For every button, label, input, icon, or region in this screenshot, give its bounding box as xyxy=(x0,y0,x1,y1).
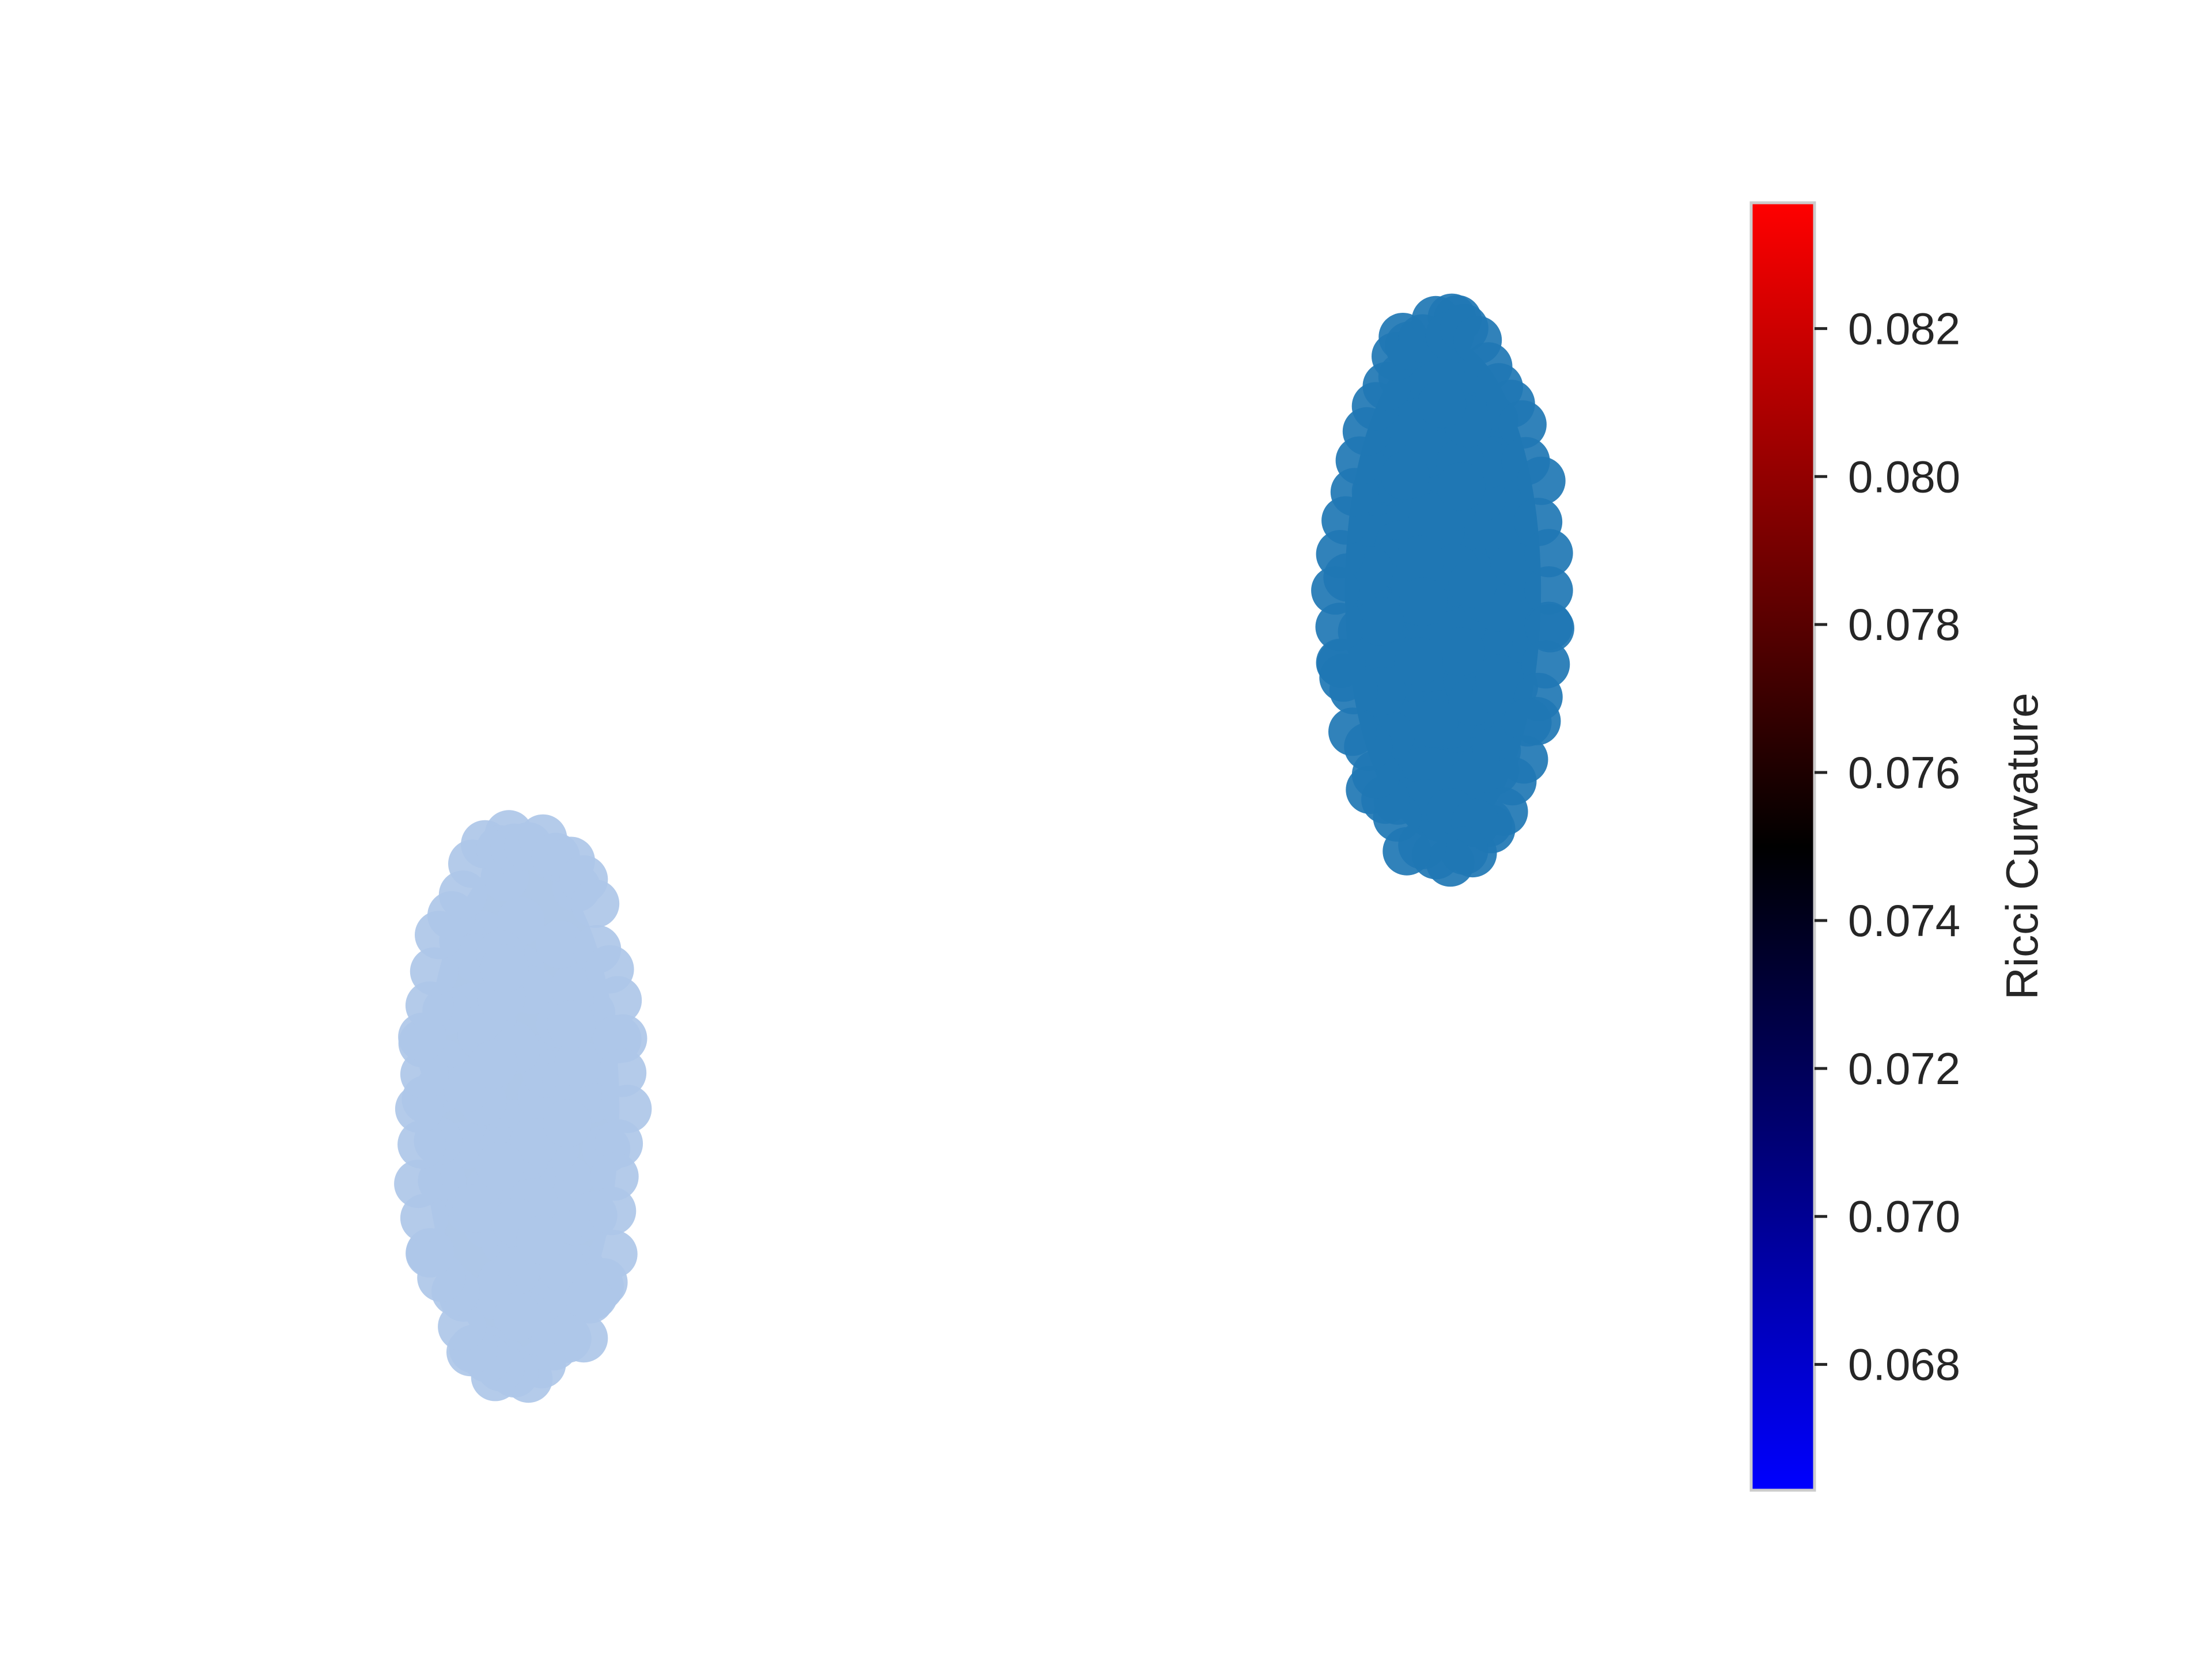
graph-node xyxy=(598,1048,647,1097)
graph-node xyxy=(1524,529,1573,578)
graph-node xyxy=(469,1040,518,1089)
graph-node xyxy=(566,1275,614,1324)
colorbar-gradient xyxy=(1749,201,1816,1492)
graph-node xyxy=(1328,707,1377,756)
graph-node xyxy=(1418,380,1467,429)
graph-node xyxy=(536,920,585,969)
graph-node xyxy=(1399,577,1448,626)
graph-node xyxy=(516,1215,565,1264)
graph-node xyxy=(554,1039,603,1088)
colorbar-tick-label: 0.076 xyxy=(1848,747,1960,798)
graph-node xyxy=(480,944,529,993)
graph-node xyxy=(1498,400,1547,449)
graph-node xyxy=(452,1184,501,1233)
colorbar-tick-label: 0.072 xyxy=(1848,1043,1960,1094)
graph-node xyxy=(1408,493,1457,541)
colorbar-tick-label: 0.080 xyxy=(1848,451,1960,502)
colorbar-ticks: 0.068 0.070 0.072 0.074 0.076 0.078 0.080 0.082 xyxy=(1815,303,1960,1390)
graph-node xyxy=(1526,604,1574,653)
graph-node xyxy=(1317,639,1366,688)
graph-node xyxy=(493,1293,542,1342)
graph-node xyxy=(1396,535,1444,584)
graph-node xyxy=(588,1187,637,1236)
colorbar-tick-label: 0.078 xyxy=(1848,599,1960,650)
graph-node xyxy=(397,1120,446,1169)
graph-node xyxy=(1517,456,1566,505)
colorbar-tick-label: 0.068 xyxy=(1848,1339,1960,1390)
node-cluster-dark-blue xyxy=(1311,293,1574,887)
graph-node xyxy=(593,976,642,1025)
graph-node xyxy=(571,879,620,928)
colorbar-tick-label: 0.070 xyxy=(1848,1191,1960,1242)
graph-node xyxy=(1355,597,1404,646)
graph-node xyxy=(1311,566,1360,615)
graph-node xyxy=(543,1099,592,1147)
graph-node xyxy=(1381,452,1430,500)
graph-node xyxy=(1437,462,1486,511)
scatter-plot-area xyxy=(394,293,1574,1403)
graph-node xyxy=(1410,699,1459,748)
graph-node xyxy=(547,1000,596,1049)
graph-node xyxy=(1315,603,1364,652)
graph-node xyxy=(1524,566,1573,615)
colorbar-tick-label: 0.074 xyxy=(1848,895,1960,946)
colorbar: 0.068 0.070 0.072 0.074 0.076 0.078 0.080 0.082… xyxy=(1749,201,2047,1492)
graph-node xyxy=(400,1050,449,1099)
colorbar-label: Ricci Curvature xyxy=(1997,692,2047,999)
graph-node xyxy=(394,1160,443,1209)
graph-node xyxy=(1475,654,1524,703)
graph-node xyxy=(590,1152,639,1201)
graph-node xyxy=(410,947,459,996)
node-cluster-light-blue xyxy=(394,810,652,1403)
colorbar-tick-label: 0.082 xyxy=(1848,303,1960,354)
graph-node xyxy=(1394,637,1443,686)
graph-node xyxy=(476,1142,525,1191)
graph-node xyxy=(1448,559,1497,608)
graph-node xyxy=(1503,698,1552,747)
